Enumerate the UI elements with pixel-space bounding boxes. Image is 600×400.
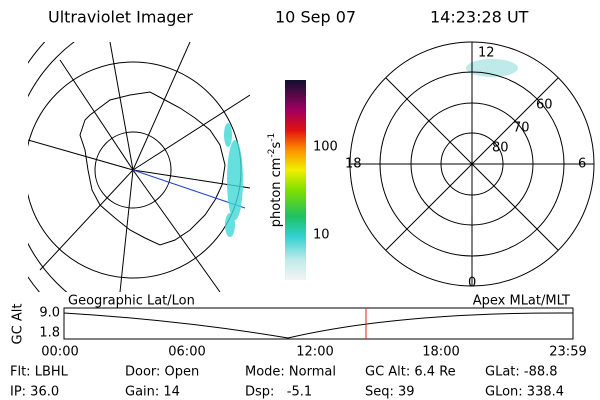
y-tick-label: 1.8 [39, 326, 60, 341]
lat-label: 70 [513, 121, 530, 136]
x-tick-label: 12:00 [296, 345, 333, 360]
time: 14:23:28 UT [430, 8, 529, 27]
timeline-left-label: Geographic Lat/Lon [68, 294, 195, 309]
status-field: Dsp: -5.1 [245, 385, 312, 400]
lat-label: 80 [492, 141, 509, 156]
timeline-right-label: Apex MLat/MLT [473, 294, 570, 309]
status-field: GC Alt: 6.4 Re [365, 365, 456, 380]
colorbar-tick: 10 [313, 228, 330, 243]
hour-label: 18 [345, 157, 362, 172]
date: 10 Sep 07 [275, 8, 356, 27]
hour-label: 6 [578, 157, 586, 172]
status-field: GLon: 338.4 [485, 385, 564, 400]
status-field: Flt: LBHL [10, 365, 69, 380]
y-tick-label: 9.0 [39, 306, 60, 321]
colorbar-tick: 100 [313, 140, 338, 155]
map [28, 42, 250, 292]
timeline-box [63, 307, 574, 340]
status-field: GLat: -88.8 [485, 365, 558, 380]
title: Ultraviolet Imager [48, 8, 193, 27]
status-field: Gain: 14 [125, 385, 180, 400]
status-field: Mode: Normal [245, 365, 336, 380]
polar-grid [349, 41, 595, 287]
x-tick-label: 18:00 [422, 345, 459, 360]
altitude-curve [63, 312, 574, 339]
lat-label: 60 [536, 98, 553, 113]
x-tick-label: 06:00 [168, 345, 205, 360]
timeline-axis-label: GC Alt [11, 304, 26, 345]
status-field: Seq: 39 [365, 385, 415, 400]
status-field: Door: Open [125, 365, 199, 380]
x-tick-label: 00:00 [41, 345, 78, 360]
hour-label: 0 [468, 276, 476, 291]
hour-label: 12 [478, 46, 495, 61]
colorbar [285, 80, 306, 280]
x-tick-label: 23:59 [549, 345, 586, 360]
status-field: IP: 36.0 [10, 385, 59, 400]
colorbar-label: photon cm-2s-1 [267, 133, 284, 227]
